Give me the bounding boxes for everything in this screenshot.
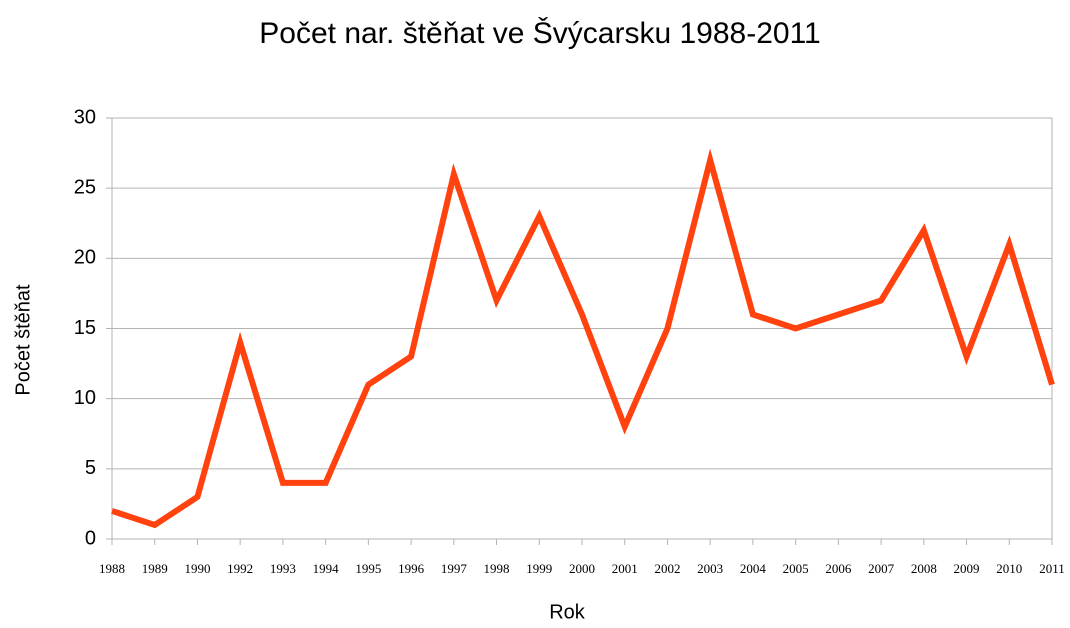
y-tick-label: 5: [85, 457, 96, 479]
x-tick-label: 1999: [526, 561, 552, 576]
x-tick-label: 1998: [484, 561, 510, 576]
x-tick-label: 2008: [911, 561, 937, 576]
x-tick-label: 1995: [355, 561, 381, 576]
chart-title: Počet nar. štěňat ve Švýcarsku 1988-2011: [259, 16, 820, 50]
x-tick-label: 2007: [868, 561, 895, 576]
y-tick-label: 0: [85, 527, 96, 549]
x-tick-label: 2011: [1039, 561, 1065, 576]
x-tick-label: 2009: [954, 561, 980, 576]
x-tick-label: 1994: [313, 561, 340, 576]
x-tick-label: 2004: [740, 561, 767, 576]
x-tick-label: 2005: [783, 561, 809, 576]
line: [111, 148, 1055, 529]
x-tick-label: 2003: [697, 561, 723, 576]
x-tick-label: 1989: [142, 561, 168, 576]
y-tick-label: 15: [74, 317, 96, 339]
y-tick-label: 10: [74, 387, 96, 409]
y-tick-label: 30: [74, 106, 96, 128]
x-tick-label: 1990: [184, 561, 210, 576]
x-tick-label: 1992: [227, 561, 253, 576]
x-tick-label: 2006: [825, 561, 852, 576]
x-tick-label: 1993: [270, 561, 296, 576]
y-tick-label: 20: [74, 247, 96, 269]
x-tick-label: 2002: [654, 561, 680, 576]
x-axis-label: Rok: [549, 601, 586, 623]
x-tick-label: 2001: [612, 561, 638, 576]
x-tick-label: 2000: [569, 561, 595, 576]
y-axis-label: Počet štěňat: [12, 284, 34, 396]
x-tick-label: 1997: [441, 561, 468, 576]
x-tick-label: 1988: [99, 561, 125, 576]
x-tick-label: 2010: [996, 561, 1022, 576]
y-tick-label: 25: [74, 176, 96, 198]
x-tick-label: 1996: [398, 561, 425, 576]
